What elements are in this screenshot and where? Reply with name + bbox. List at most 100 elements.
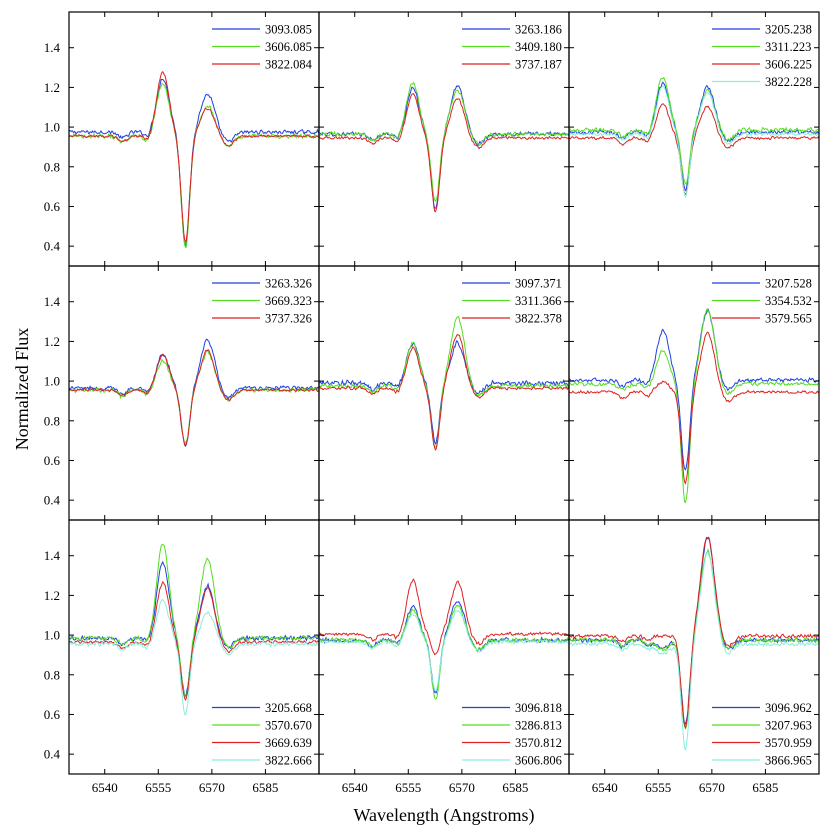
- series-line-3570.812: [319, 578, 569, 656]
- series-line-3822.228: [569, 85, 819, 198]
- series-line-3570.670: [69, 543, 319, 698]
- legend: 3097.371 3311.366 3822.378: [462, 277, 562, 326]
- x-tick-label: 6555: [395, 780, 421, 795]
- panel-series: [569, 307, 819, 504]
- shared-axes: 0.4 0.6 0.8 1.0 1.2 1.4 0.4 0.6 0.8 1.0 1.2 1.4 0.4 0…: [44, 40, 779, 795]
- panel-series: [69, 543, 319, 717]
- legend-label-3205.668: 3205.668: [265, 701, 312, 715]
- y-tick-label: 0.8: [44, 159, 60, 174]
- y-tick-label: 1.4: [44, 548, 61, 563]
- legend-label-3822.378: 3822.378: [515, 312, 562, 326]
- series-line-3207.528: [569, 308, 819, 471]
- y-tick-label: 0.8: [44, 667, 60, 682]
- x-axis-label: Wavelength (Angstroms): [353, 805, 534, 826]
- series-line-3822.378: [319, 333, 569, 451]
- legend-label-3866.965: 3866.965: [765, 754, 812, 768]
- legend: 3205.668 3570.670 3669.639 3822.666: [212, 701, 312, 768]
- y-tick-label: 1.0: [44, 374, 60, 389]
- series-line-3570.959: [569, 536, 819, 729]
- y-tick-label: 0.8: [44, 413, 60, 428]
- legend-label-3409.180: 3409.180: [515, 40, 562, 54]
- legend-label-3737.326: 3737.326: [265, 312, 312, 326]
- series-line-3737.187: [319, 92, 569, 213]
- legend-label-3822.228: 3822.228: [765, 75, 812, 89]
- y-tick-label: 0.4: [44, 239, 61, 254]
- legend: 3207.528 3354.532 3579.565: [712, 277, 812, 326]
- legend-label-3207.963: 3207.963: [765, 719, 812, 733]
- x-tick-label: 6555: [145, 780, 171, 795]
- legend-label-3354.532: 3354.532: [765, 294, 812, 308]
- series-line-3093.085: [69, 78, 319, 249]
- x-tick-label: 6540: [592, 780, 618, 795]
- legend-label-3205.238: 3205.238: [765, 23, 812, 37]
- legend-label-3606.085: 3606.085: [265, 40, 312, 54]
- y-tick-label: 1.2: [44, 80, 60, 95]
- y-tick-label: 1.2: [44, 334, 60, 349]
- x-tick-label: 6540: [92, 780, 118, 795]
- y-tick-label: 0.6: [44, 707, 61, 722]
- legend-label-3570.959: 3570.959: [765, 736, 812, 750]
- y-tick-label: 0.4: [44, 747, 61, 762]
- x-tick-label: 6585: [252, 780, 278, 795]
- series-line-3606.225: [569, 103, 819, 195]
- legend: 3096.962 3207.963 3570.959 3866.965: [712, 701, 812, 768]
- series-line-3354.532: [569, 307, 819, 504]
- y-tick-label: 1.4: [44, 40, 61, 55]
- panel-series: [319, 81, 569, 213]
- x-tick-label: 6570: [699, 780, 725, 795]
- legend-label-3822.666: 3822.666: [265, 754, 312, 768]
- legend-label-3311.223: 3311.223: [765, 40, 811, 54]
- x-tick-label: 6555: [645, 780, 671, 795]
- legend-label-3606.806: 3606.806: [515, 754, 562, 768]
- y-tick-label: 1.4: [44, 294, 61, 309]
- panel-series: [319, 316, 569, 451]
- legend-label-3207.528: 3207.528: [765, 277, 812, 291]
- panel-row1-col1: 3093.085 3606.085 3822.084: [68, 11, 320, 267]
- panel-row2-col3: 3207.528 3354.532 3579.565: [568, 265, 820, 521]
- legend-label-3822.084: 3822.084: [265, 58, 313, 72]
- y-axis-label: Normalized Flux: [12, 328, 32, 450]
- panel-series: [69, 338, 319, 447]
- panel-series: [569, 76, 819, 198]
- x-tick-label: 6570: [449, 780, 475, 795]
- panel-series: [319, 578, 569, 700]
- legend-label-3311.366: 3311.366: [515, 294, 561, 308]
- series-line-3866.965: [569, 552, 819, 751]
- series-line-3669.639: [69, 580, 319, 701]
- series-line-3311.223: [569, 76, 819, 185]
- series-line-3263.326: [69, 338, 319, 447]
- legend: 3093.085 3606.085 3822.084: [212, 23, 313, 72]
- legend-label-3606.225: 3606.225: [765, 58, 812, 72]
- legend-label-3669.639: 3669.639: [265, 736, 312, 750]
- x-tick-label: 6570: [199, 780, 225, 795]
- legend-label-3096.818: 3096.818: [515, 701, 562, 715]
- legend-label-3737.187: 3737.187: [515, 58, 562, 72]
- panel-frame: [568, 519, 820, 775]
- x-tick-label: 6585: [752, 780, 778, 795]
- panel-series: [69, 70, 319, 249]
- panel-row2-col2: 3097.371 3311.366 3822.378: [318, 265, 570, 521]
- legend-label-3286.813: 3286.813: [515, 719, 562, 733]
- x-tick-label: 6540: [342, 780, 368, 795]
- y-tick-label: 0.6: [44, 199, 61, 214]
- y-tick-label: 0.4: [44, 493, 61, 508]
- y-tick-label: 1.0: [44, 120, 60, 135]
- legend-label-3570.670: 3570.670: [265, 719, 312, 733]
- series-line-3409.180: [319, 81, 569, 203]
- series-line-3822.666: [69, 599, 319, 717]
- y-tick-label: 1.2: [44, 588, 60, 603]
- x-tick-label: 6585: [502, 780, 528, 795]
- legend-label-3263.186: 3263.186: [515, 23, 562, 37]
- legend-label-3097.371: 3097.371: [515, 277, 562, 291]
- panel-row1-col3: 3205.238 3311.223 3606.225 3822.228: [568, 11, 820, 267]
- series-line-3737.326: [69, 348, 319, 447]
- panel-row3-col2: 3096.818 3286.813 3570.812 3606.806: [318, 519, 570, 775]
- legend-label-3263.326: 3263.326: [265, 277, 312, 291]
- legend-label-3669.323: 3669.323: [265, 294, 312, 308]
- series-line-3579.565: [569, 331, 819, 485]
- legend-label-3570.812: 3570.812: [515, 736, 562, 750]
- legend-label-3579.565: 3579.565: [765, 312, 812, 326]
- y-tick-label: 1.0: [44, 628, 60, 643]
